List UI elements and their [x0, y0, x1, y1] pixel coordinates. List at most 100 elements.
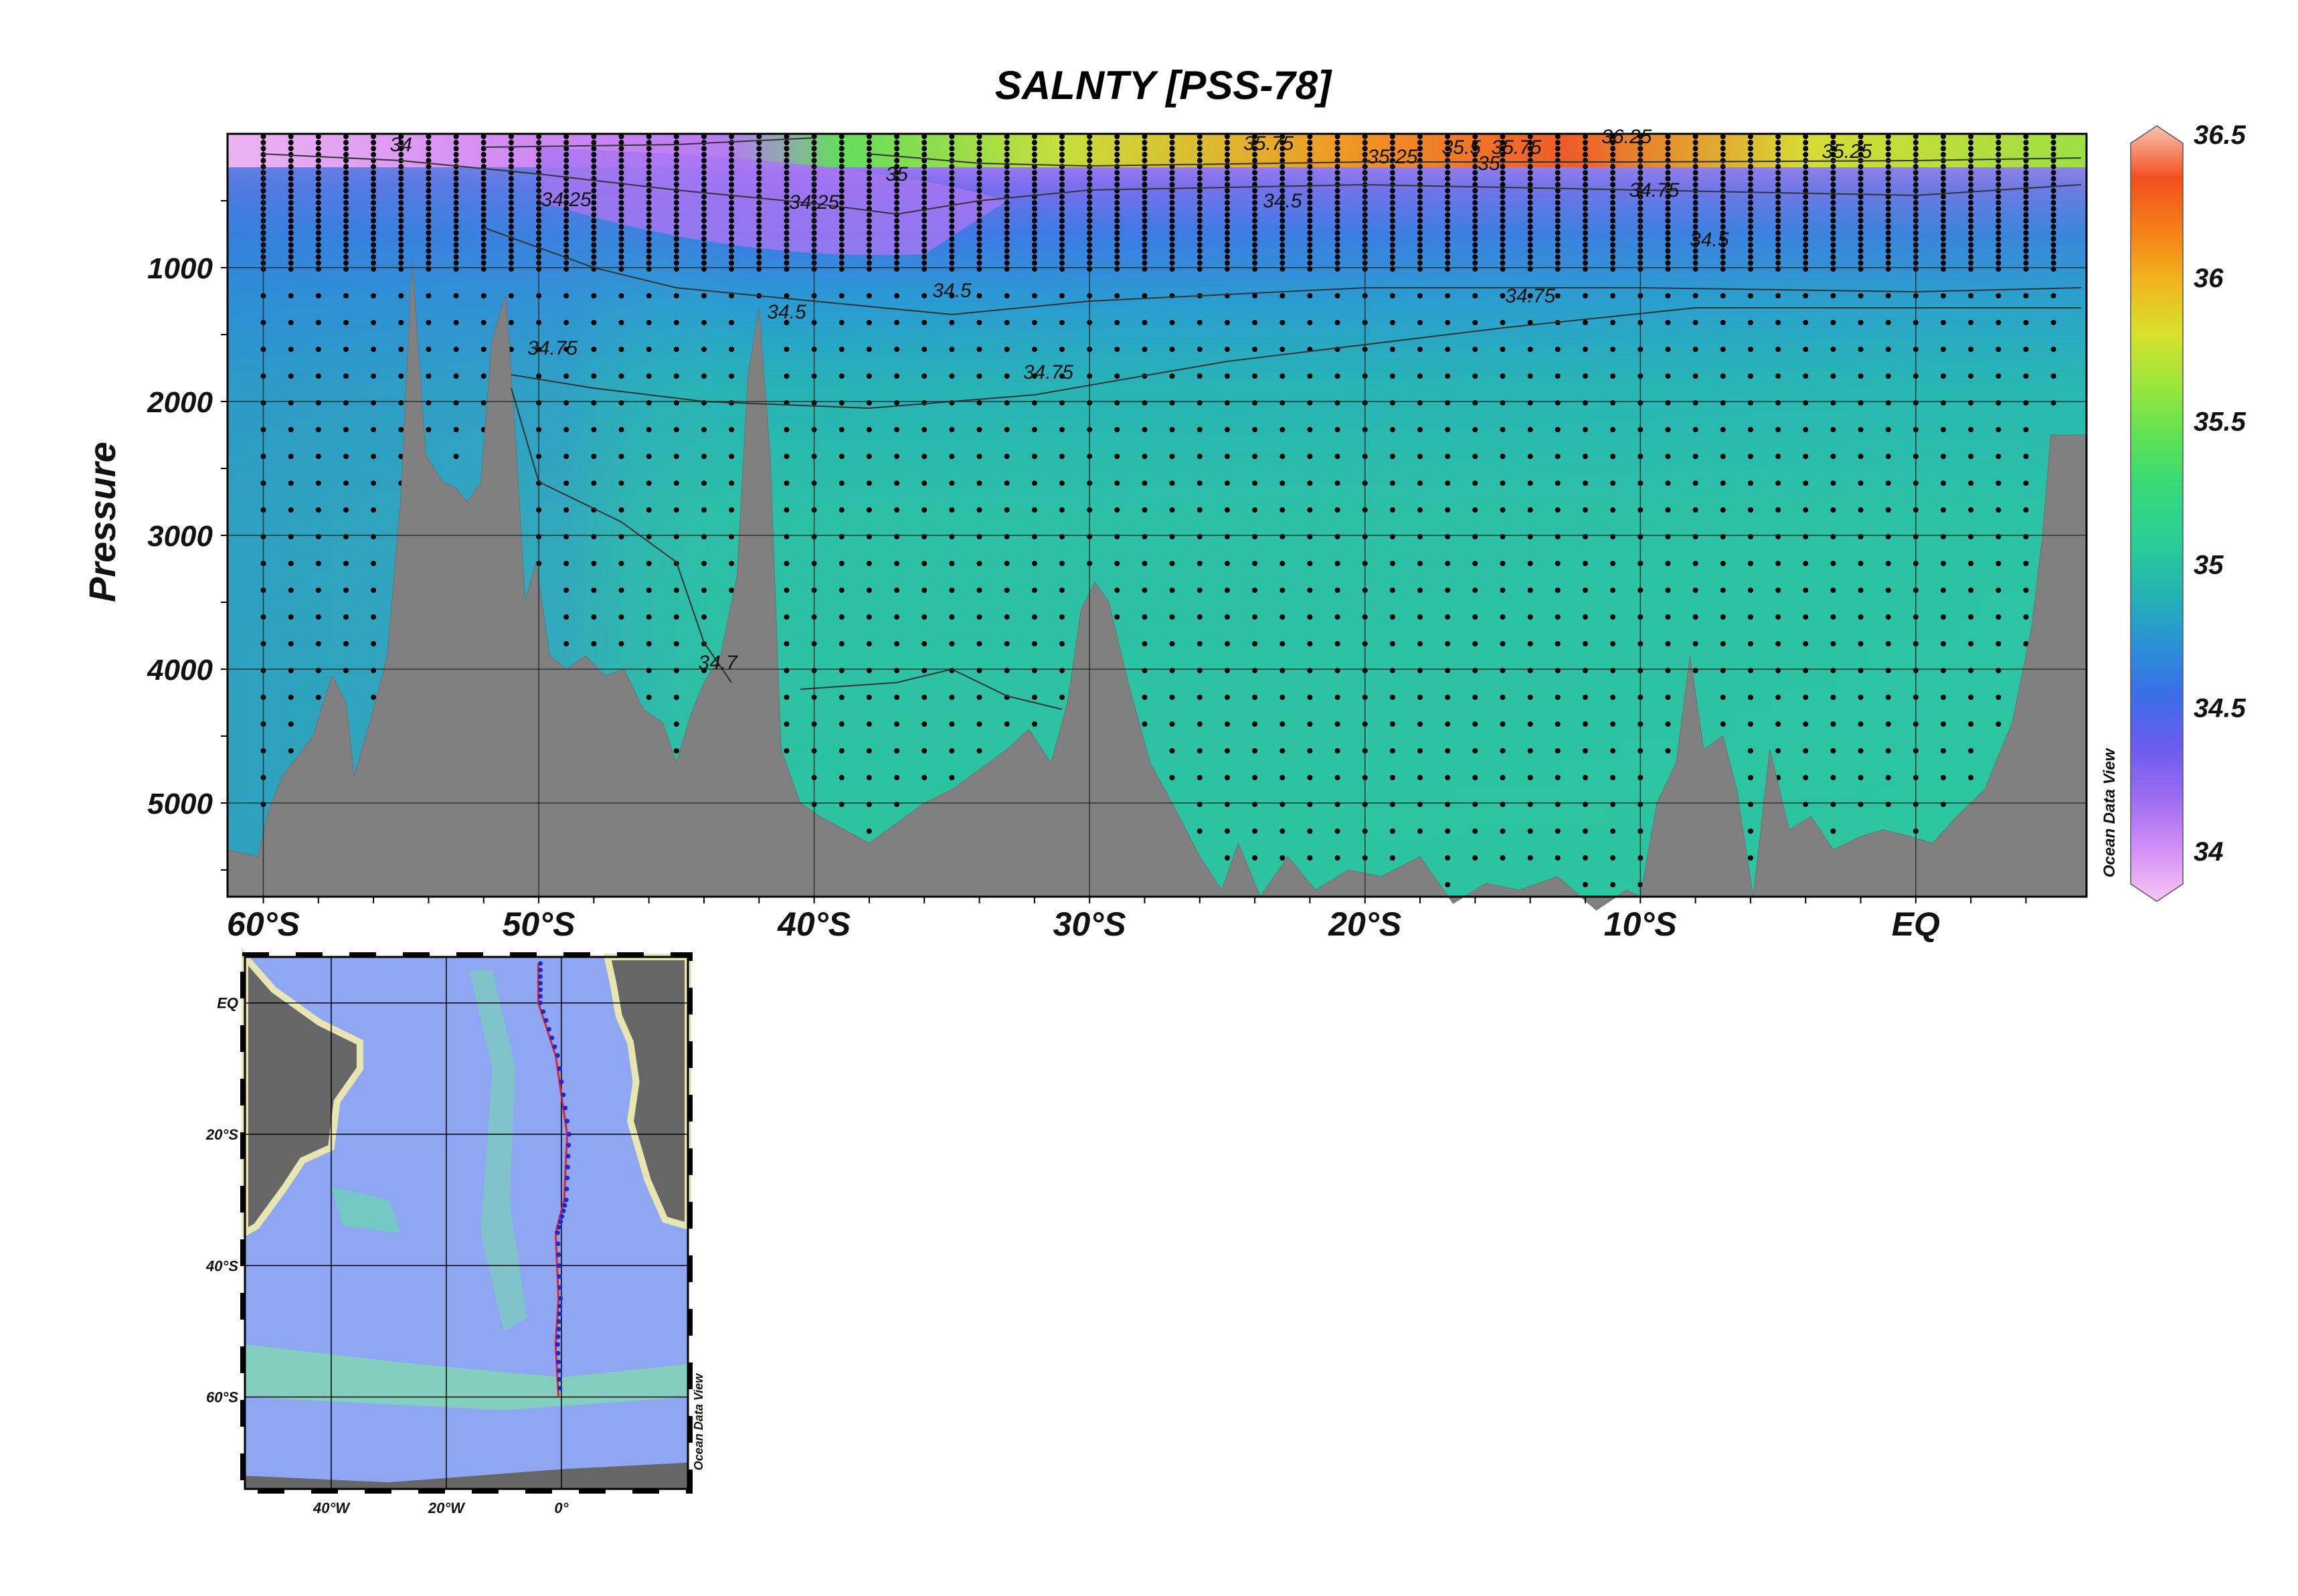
- station-sample-dot: [618, 146, 624, 151]
- station-sample-dot: [371, 614, 377, 620]
- station-sample-dot: [1500, 152, 1506, 157]
- station-sample-dot: [453, 242, 459, 248]
- station-sample-dot: [618, 614, 624, 620]
- y-axis-label: Pressure: [81, 442, 123, 602]
- station-sample-dot: [1692, 507, 1698, 513]
- station-sample-dot: [701, 260, 707, 266]
- station-sample-dot: [2050, 188, 2056, 193]
- station-sample-dot: [1279, 260, 1286, 266]
- station-sample-dot: [1858, 668, 1864, 673]
- station-sample-dot: [2023, 454, 2029, 459]
- map-station-marker: [562, 1203, 567, 1208]
- station-sample-dot: [1885, 134, 1891, 139]
- station-sample-dot: [866, 695, 872, 700]
- station-sample-dot: [1031, 212, 1037, 217]
- station-sample-dot: [1803, 152, 1809, 157]
- station-sample-dot: [1885, 561, 1891, 566]
- station-sample-dot: [315, 561, 321, 566]
- map-station-marker: [563, 1197, 569, 1203]
- station-sample-dot: [1004, 200, 1010, 205]
- map-station-marker: [549, 1035, 555, 1041]
- station-sample-dot: [1224, 748, 1230, 753]
- station-sample-dot: [1224, 828, 1230, 834]
- station-sample-dot: [1747, 293, 1753, 298]
- station-sample-dot: [1197, 561, 1203, 566]
- station-sample-dot: [1747, 855, 1753, 861]
- station-sample-dot: [838, 146, 845, 151]
- y-tick-label: 1000: [147, 252, 213, 285]
- station-sample-dot: [563, 170, 569, 175]
- station-sample-dot: [1775, 152, 1781, 157]
- station-sample-dot: [866, 224, 872, 230]
- station-sample-dot: [563, 212, 569, 217]
- station-sample-dot: [1445, 224, 1451, 230]
- station-sample-dot: [1941, 347, 1946, 352]
- station-sample-dot: [1830, 507, 1836, 513]
- contour-label: 34.7: [698, 652, 738, 674]
- station-sample-dot: [1334, 668, 1340, 673]
- station-sample-dot: [1858, 480, 1864, 486]
- station-sample-dot: [1610, 641, 1616, 646]
- station-sample-dot: [673, 748, 679, 753]
- station-sample-dot: [1059, 561, 1065, 566]
- station-sample-dot: [1252, 140, 1258, 145]
- map-ocean-data-view-label: Ocean Data View: [692, 1373, 705, 1470]
- station-sample-dot: [701, 182, 707, 187]
- map-station-marker: [556, 1225, 561, 1230]
- station-sample-dot: [453, 320, 459, 325]
- station-sample-dot: [1417, 320, 1423, 325]
- station-sample-dot: [1417, 427, 1423, 432]
- station-sample-dot: [673, 134, 679, 139]
- station-sample-dot: [1197, 507, 1203, 513]
- station-sample-dot: [1555, 293, 1561, 298]
- station-sample-dot: [949, 721, 955, 727]
- station-sample-dot: [1279, 224, 1286, 230]
- map-station-marker: [566, 1142, 571, 1148]
- station-sample-dot: [1527, 454, 1533, 459]
- station-sample-dot: [1142, 293, 1148, 298]
- station-sample-dot: [1583, 828, 1588, 834]
- station-sample-dot: [1142, 254, 1148, 260]
- station-sample-dot: [1114, 230, 1120, 236]
- station-sample-dot: [949, 146, 955, 151]
- station-sample-dot: [591, 164, 597, 169]
- station-sample-dot: [1968, 534, 1974, 539]
- station-sample-dot: [1555, 182, 1561, 187]
- station-sample-dot: [1885, 224, 1891, 230]
- station-sample-dot: [508, 218, 514, 224]
- station-sample-dot: [1665, 641, 1671, 646]
- station-sample-dot: [1996, 236, 2002, 242]
- station-sample-dot: [949, 427, 955, 432]
- station-sample-dot: [1803, 775, 1809, 780]
- station-sample-dot: [1389, 224, 1395, 230]
- station-sample-dot: [784, 254, 790, 260]
- station-sample-dot: [784, 534, 790, 539]
- station-sample-dot: [646, 427, 652, 432]
- station-sample-dot: [838, 721, 845, 727]
- station-sample-dot: [1830, 230, 1836, 236]
- contour-label: 34.75: [1505, 285, 1555, 307]
- station-sample-dot: [1692, 176, 1698, 181]
- station-sample-dot: [784, 176, 790, 181]
- station-sample-dot: [1389, 206, 1395, 211]
- station-sample-dot: [729, 182, 735, 187]
- station-sample-dot: [1858, 200, 1864, 205]
- station-sample-dot: [1555, 254, 1561, 260]
- station-sample-dot: [1334, 152, 1340, 157]
- station-sample-dot: [1224, 224, 1230, 230]
- station-sample-dot: [729, 206, 735, 211]
- station-sample-dot: [1968, 721, 1974, 727]
- station-sample-dot: [480, 200, 487, 205]
- station-sample-dot: [288, 507, 294, 513]
- station-sample-dot: [1968, 254, 1974, 260]
- station-sample-dot: [288, 480, 294, 486]
- map-station-marker: [556, 1252, 561, 1257]
- station-sample-dot: [1858, 134, 1864, 139]
- station-sample-dot: [921, 200, 927, 205]
- station-sample-dot: [563, 266, 569, 272]
- station-sample-dot: [673, 206, 679, 211]
- station-sample-dot: [1527, 200, 1533, 205]
- station-sample-dot: [1803, 218, 1809, 224]
- station-sample-dot: [1004, 373, 1010, 379]
- station-sample-dot: [1169, 721, 1175, 727]
